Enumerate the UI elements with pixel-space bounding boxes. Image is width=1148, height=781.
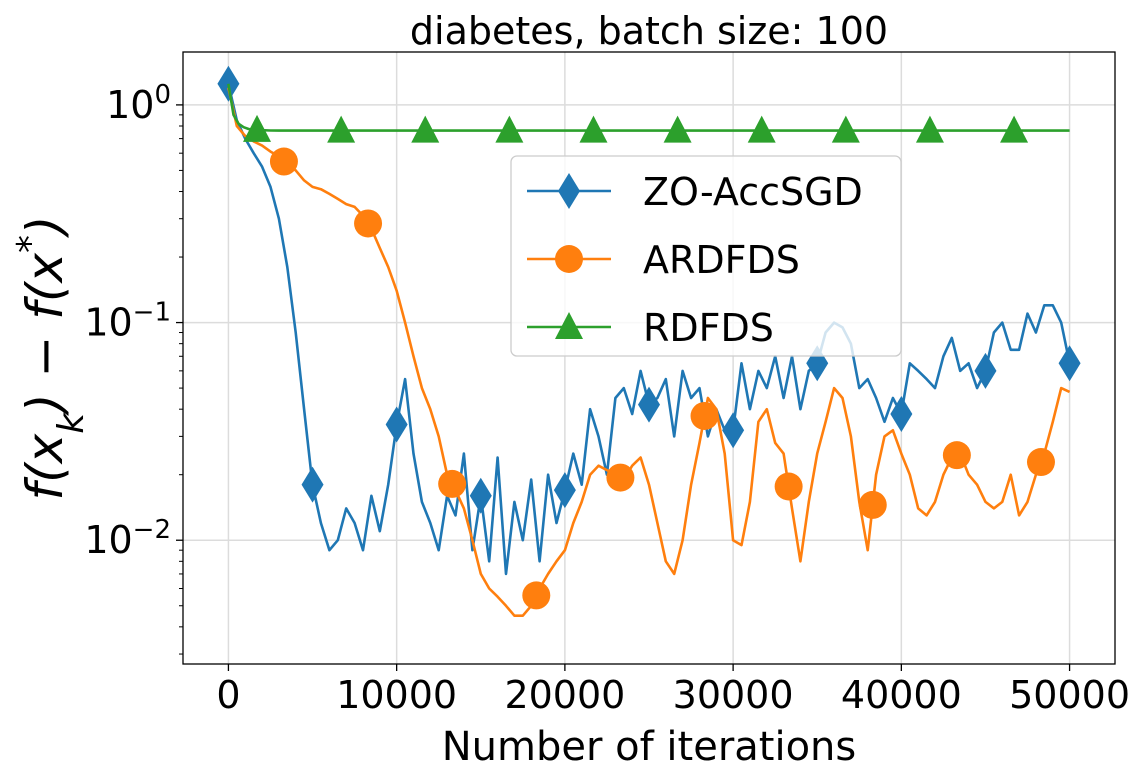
marker-zo-accsgd: [722, 412, 745, 449]
legend-label-rdfds: RDFDS: [643, 306, 774, 350]
marker-zo-accsgd: [638, 386, 660, 423]
y-tick-label: 10−1: [84, 298, 171, 345]
series-rdfds: [227, 83, 1070, 143]
legend: ZO-AccSGD ARDFDS RDFDS: [510, 155, 902, 357]
marker-zo-accsgd: [469, 477, 492, 514]
marker-ardfds: [774, 472, 803, 501]
marker-zo-accsgd: [553, 472, 576, 509]
y-axis-label: f(xk) − f(x*): [10, 216, 92, 501]
marker-ardfds: [606, 463, 635, 492]
legend-frame: [510, 155, 902, 357]
marker-rdfds: [579, 115, 608, 143]
plot-frame: [182, 51, 1116, 665]
chart-title: diabetes, batch size: 100: [410, 9, 888, 53]
marker-rdfds: [327, 115, 356, 143]
x-tick-label: 0: [216, 673, 240, 717]
marker-rdfds: [243, 114, 272, 142]
y-tick-label: 100: [106, 80, 171, 127]
marker-rdfds: [915, 115, 944, 143]
marker-ardfds: [354, 209, 383, 238]
marker-rdfds: [1000, 115, 1029, 143]
marker-ardfds: [269, 147, 298, 176]
marker-ardfds: [438, 469, 467, 498]
ticks-layer: 0 10000 20000 30000 40000 50000 100 10−1 10−2: [84, 80, 1130, 717]
marker-ardfds: [1026, 448, 1055, 477]
marker-zo-accsgd: [974, 352, 997, 389]
x-tick-label: 30000: [673, 673, 794, 717]
legend-label-zo-accsgd: ZO-AccSGD: [643, 170, 863, 214]
legend-marker-zo-accsgd: [558, 173, 580, 209]
legend-marker-ardfds: [555, 245, 583, 273]
marker-rdfds: [495, 115, 524, 143]
marker-zo-accsgd: [890, 396, 913, 433]
marker-zo-accsgd: [301, 466, 324, 503]
y-tick-label: 10−2: [84, 515, 171, 562]
x-axis-label: Number of iterations: [442, 724, 857, 770]
series-ardfds: [227, 87, 1071, 618]
marker-zo-accsgd: [1058, 345, 1081, 382]
x-tick-label: 40000: [841, 673, 962, 717]
series-layer: [217, 65, 1081, 618]
marker-ardfds: [858, 490, 887, 519]
series-line-rdfds: [227, 83, 1070, 132]
grid-layer: [183, 52, 1115, 664]
marker-ardfds: [690, 401, 719, 430]
marker-rdfds: [831, 115, 860, 143]
marker-zo-accsgd: [385, 406, 408, 443]
legend-marker-rdfds: [555, 312, 583, 339]
marker-rdfds: [411, 115, 440, 143]
x-tick-label: 50000: [1009, 673, 1130, 717]
x-tick-label: 20000: [504, 673, 625, 717]
marker-ardfds: [942, 441, 971, 470]
x-tick-label: 10000: [336, 673, 457, 717]
marker-rdfds: [663, 115, 692, 143]
legend-label-ardfds: ARDFDS: [643, 238, 800, 282]
marker-rdfds: [747, 115, 776, 143]
marker-ardfds: [522, 581, 551, 610]
